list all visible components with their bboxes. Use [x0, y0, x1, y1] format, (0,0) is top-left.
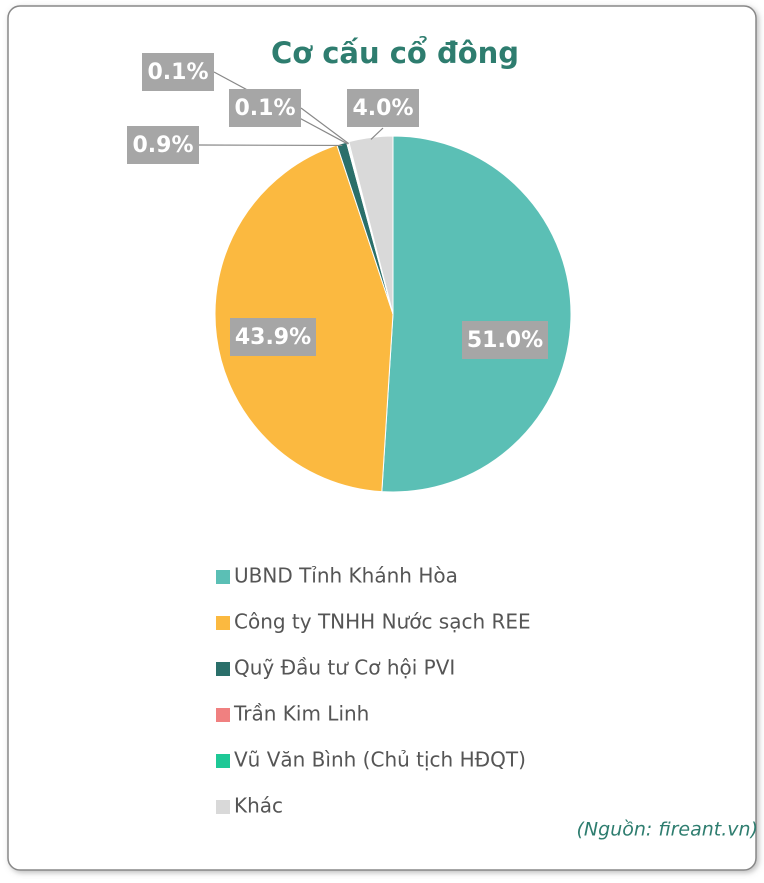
legend-swatch — [216, 754, 230, 768]
legend-label: Quỹ Đầu tư Cơ hội PVI — [234, 656, 455, 680]
source: (Nguồn: fireant.vn) — [577, 819, 758, 841]
legend-label: Công ty TNHH Nước sạch REE — [234, 610, 531, 634]
legend-swatch — [216, 570, 230, 584]
data-label: 0.1% — [147, 60, 208, 85]
legend-label: Vũ Văn Bình (Chủ tịch HĐQT) — [234, 748, 526, 772]
data-label: 0.9% — [132, 133, 193, 158]
data-label: 51.0% — [467, 328, 543, 353]
legend-label: Khác — [234, 794, 283, 818]
legend-swatch — [216, 616, 230, 630]
data-label: 4.0% — [352, 96, 413, 121]
legend-swatch — [216, 800, 230, 814]
legend-swatch — [216, 708, 230, 722]
data-label: 0.1% — [234, 96, 295, 121]
legend-label: UBND Tỉnh Khánh Hòa — [234, 564, 458, 588]
legend-swatch — [216, 662, 230, 676]
data-label: 43.9% — [235, 325, 311, 350]
legend-label: Trần Kim Linh — [233, 702, 369, 726]
chart-title: Cơ cấu cổ đông — [271, 36, 519, 70]
